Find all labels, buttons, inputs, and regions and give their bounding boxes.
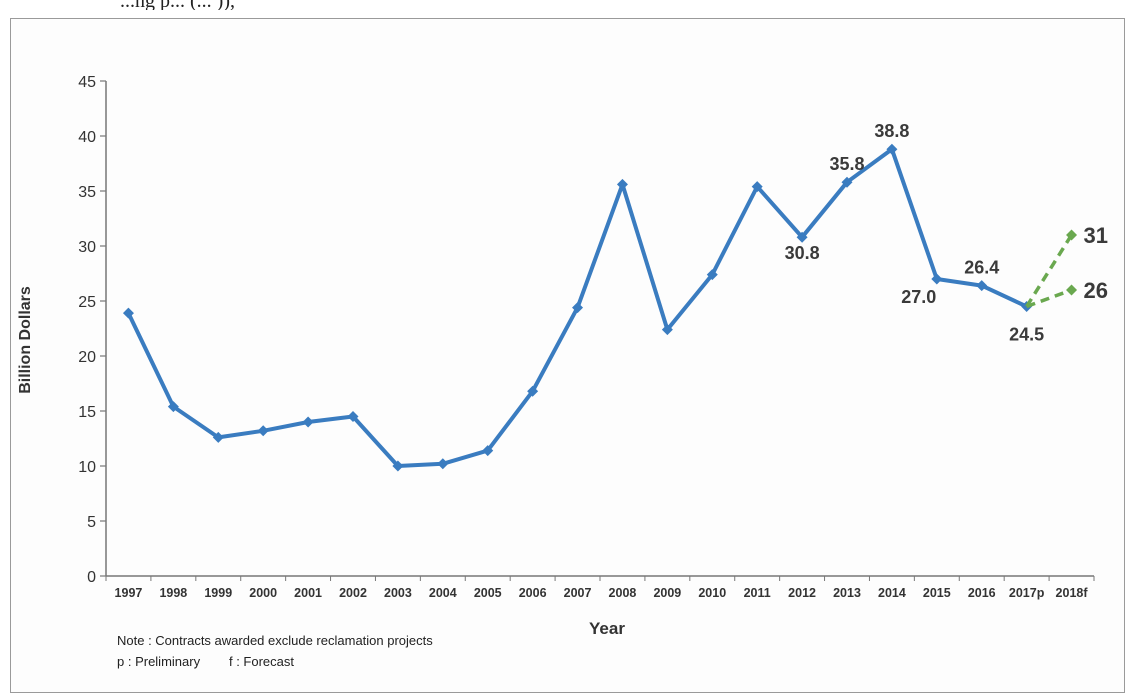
x-tick-label: 1999 [204,586,232,600]
series-point [751,181,763,193]
y-tick-label: 0 [87,569,96,586]
data-label: 26.4 [964,258,999,278]
x-tick-label: 2009 [653,586,681,600]
x-tick-label: 2005 [474,586,502,600]
series-layer [122,143,1078,472]
y-axis-title: Billion Dollars [17,286,34,394]
forecast-line [1026,288,1073,309]
data-label: 24.5 [1009,325,1044,345]
x-tick-label: 2002 [339,586,367,600]
x-tick-label: 2015 [923,586,951,600]
series-point [437,458,449,470]
x-tick-label: 2000 [249,586,277,600]
y-tick-label: 45 [78,74,96,91]
x-tick-label: 2008 [609,586,637,600]
x-tick-label: 2011 [744,586,771,600]
series-point [706,269,718,281]
note-exclusion: Note : Contracts awarded exclude reclama… [117,633,433,648]
data-label: 27.0 [901,287,936,307]
x-tick-label: 2007 [564,586,592,600]
axes: 0 5 10 15 20 25 30 35 40 45 1997 1998 1999 2000 2001 20… [78,74,1095,600]
data-label: 35.8 [829,154,864,174]
note-legend-abbrev: p : Preliminary f : Forecast [117,654,294,669]
x-tick-label: 2017p [1009,586,1045,600]
series-point [347,411,359,422]
series-point [616,178,628,190]
y-tick-label: 25 [78,294,96,311]
series-point [796,231,808,243]
series-point [302,416,314,428]
header-fragment: ...ng p... (... )), [0,0,1130,10]
x-tick-label: 2003 [384,586,412,600]
series-point [527,385,539,397]
data-label: 31 [1084,223,1108,248]
series-point [886,143,898,155]
data-label: 30.8 [785,243,820,263]
series-point [392,460,404,472]
y-tick-label: 15 [78,404,96,421]
x-tick-label: 1997 [115,586,143,600]
forecast-point [1066,229,1078,241]
y-tick-label: 5 [87,514,96,531]
x-tick-label: 2018f [1056,586,1089,600]
series-point [122,307,134,319]
data-label: 38.8 [874,121,909,141]
x-tick-label: 2014 [878,586,906,600]
x-tick-label: 2012 [788,586,816,600]
data-label: 26 [1084,278,1108,303]
x-axis-title: Year [589,619,625,638]
data-labels: 30.8 35.8 38.8 27.0 26.4 24.5 31 26 [785,121,1108,344]
y-tick-label: 35 [78,184,96,201]
series-point [931,273,943,285]
forecast-point [1066,284,1078,296]
series-point [976,280,988,292]
x-tick-label: 2001 [294,586,322,600]
series-point [482,445,494,457]
x-tick-label: 2004 [429,586,457,600]
series-point [167,401,179,413]
forecast-line [1025,234,1074,308]
x-tick-label: 2016 [968,586,996,600]
header-fragment-text: ...ng p... (... )), [120,0,235,10]
series-point [257,425,269,437]
y-tick-label: 40 [78,129,96,146]
x-tick-label: 2013 [833,586,861,600]
series-point [212,431,224,443]
x-tick-label: 2006 [519,586,547,600]
y-tick-label: 20 [78,349,96,366]
x-tick-label: 2010 [698,586,726,600]
y-tick-label: 10 [78,459,96,476]
series-point [661,324,673,336]
series-point [572,302,584,314]
series-point [841,176,853,188]
y-tick-label: 30 [78,239,96,256]
x-tick-label: 1998 [159,586,187,600]
